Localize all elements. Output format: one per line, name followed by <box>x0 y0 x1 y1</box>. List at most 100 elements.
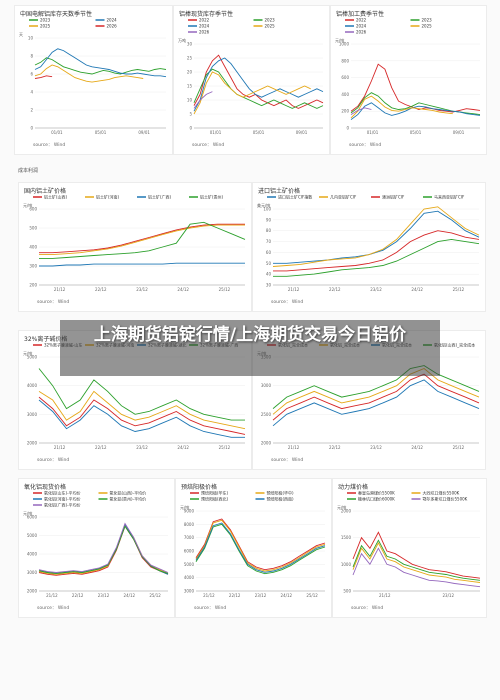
chart-card-c1: 中国电解铝库存天数季节性 2023 2024 2025 2026 天 0 2 4 6 8 10 01/0… <box>14 5 173 155</box>
chart-source: source： Wind <box>192 143 225 148</box>
y-axis-label: 万吨 <box>178 37 186 43</box>
legend-label: 进口铝土矿CIF指数 <box>278 194 312 200</box>
chart-title: 中国电解铝库存天数季节性 <box>20 11 93 18</box>
chart-source: source： Wind <box>33 143 66 148</box>
series-line <box>350 95 453 119</box>
x-tick-label: 25/12 <box>219 287 231 292</box>
legend-label: 氧化铝(山东)-平均价 <box>44 490 81 496</box>
chart-card-c9: 预焙阳极价格 预焙阳极(华东) 预焙阳极(华中) 预焙阳极(西北) 预焙阳极(西南) 元/… <box>175 478 332 618</box>
series-line <box>352 547 481 588</box>
y-tick-label: 3000 <box>261 383 272 388</box>
y-tick-label: 6000 <box>27 515 38 520</box>
legend-entry: 2025 <box>253 24 276 29</box>
series-line <box>273 210 480 264</box>
legend-entry: 预焙阳极(西南) <box>255 496 294 502</box>
x-tick-label: 23/12 <box>442 593 454 598</box>
x-tick-label: 21/12 <box>203 593 215 598</box>
y-tick-label: 500 <box>343 589 351 594</box>
series-line <box>193 68 324 109</box>
legend-label: 2026 <box>356 30 367 35</box>
chart-title: 铝棒现货库存季节性 <box>179 11 234 18</box>
legend-label: 澳洲铝矿CIF <box>382 194 405 200</box>
series-line <box>38 368 245 421</box>
legend-entry: 铝土矿(河南) <box>85 194 120 200</box>
series-line <box>352 539 481 581</box>
legend-entry: 2025 <box>410 24 432 29</box>
legend-label: 2024 <box>356 24 367 29</box>
series-line <box>39 223 245 254</box>
y-tick-label: 500 <box>29 226 37 231</box>
legend-label: 2025 <box>265 24 276 29</box>
y-tick-label: 40 <box>266 272 272 277</box>
y-axis-label: 元/吨 <box>180 504 189 510</box>
y-axis-label: 元/吨 <box>335 37 344 43</box>
y-tick-label: 100 <box>263 207 271 212</box>
series-line <box>34 48 167 78</box>
x-tick-label: 23/12 <box>255 593 267 598</box>
legend-label: 氧化铝(贵州)-平均价 <box>110 496 147 502</box>
x-tick-label: 25/12 <box>306 593 318 598</box>
legend-label: 氧化铝(山西)-平均价 <box>110 490 147 496</box>
y-tick-label: 20 <box>187 70 193 75</box>
series-line <box>193 91 213 109</box>
y-tick-label: 1000 <box>341 562 352 567</box>
series-line <box>195 519 326 572</box>
legend-entry: 几内亚铝矿CIF <box>319 194 357 200</box>
y-tick-label: 8000 <box>184 522 195 527</box>
x-tick-label: 24/12 <box>281 593 293 598</box>
chart-source: source： Wind <box>349 143 382 148</box>
y-tick-label: 300 <box>29 264 37 269</box>
y-tick-label: 3000 <box>27 570 38 575</box>
legend-entry: 马来西亚铝矿CIF <box>423 194 465 200</box>
y-tick-label: 10 <box>28 36 34 41</box>
y-tick-label: 6 <box>30 72 33 77</box>
legend-label: 铝土矿(贵州) <box>200 194 224 200</box>
y-tick-label: 400 <box>29 245 37 250</box>
chart-source: source： Wind <box>37 606 70 611</box>
legend-entry: 2023 <box>253 18 276 23</box>
x-tick-label: 05/01 <box>253 130 265 135</box>
x-tick-label: 22/12 <box>72 593 84 598</box>
x-tick-label: 01/01 <box>367 130 379 135</box>
x-tick-label: 21/12 <box>288 287 300 292</box>
y-tick-label: 10 <box>187 98 193 103</box>
series-line <box>34 64 144 83</box>
series-line <box>38 525 169 574</box>
legend-label: 预焙阳极(西北) <box>201 496 229 502</box>
y-tick-label: 2000 <box>27 589 38 594</box>
x-tick-label: 23/12 <box>98 593 110 598</box>
legend-label: 2024 <box>199 24 210 29</box>
legend-entry: 铝土矿(贵州) <box>189 194 224 200</box>
x-tick-label: 09/01 <box>138 130 150 135</box>
series-line <box>272 373 480 421</box>
chart-source: source： Wind <box>351 606 384 611</box>
legend-entry: 2023 <box>29 18 51 23</box>
legend-label: 2026 <box>107 24 118 29</box>
y-axis-label: 美元/吨 <box>257 202 270 208</box>
legend-label: 氧化铝(山西)_完全成本 <box>434 342 475 348</box>
legend-label: 秦皇岛港煤价5500K <box>358 490 395 496</box>
y-tick-label: 200 <box>341 109 349 114</box>
legend-entry: 铝土矿(山西) <box>33 194 68 200</box>
x-tick-label: 24/12 <box>177 445 189 450</box>
legend-label: 2023 <box>265 18 276 23</box>
y-axis-label: 元/吨 <box>23 510 32 516</box>
y-tick-label: 7000 <box>184 535 195 540</box>
y-tick-label: 60 <box>266 250 272 255</box>
section-label: 成本利润 <box>18 168 39 174</box>
chart-title: 氧化铝现货价格 <box>24 484 67 491</box>
x-tick-label: 25/12 <box>219 445 231 450</box>
legend-entry: 进口铝土矿CIF指数 <box>267 194 312 200</box>
y-tick-label: 6000 <box>184 549 195 554</box>
legend-label: 2022 <box>356 18 367 23</box>
legend-entry: 2022 <box>188 18 210 23</box>
y-tick-label: 70 <box>266 239 272 244</box>
x-tick-label: 01/01 <box>51 130 63 135</box>
series-line <box>38 399 245 438</box>
x-tick-label: 22/12 <box>95 445 107 450</box>
y-tick-label: 4000 <box>184 575 195 580</box>
series-line <box>350 102 481 120</box>
